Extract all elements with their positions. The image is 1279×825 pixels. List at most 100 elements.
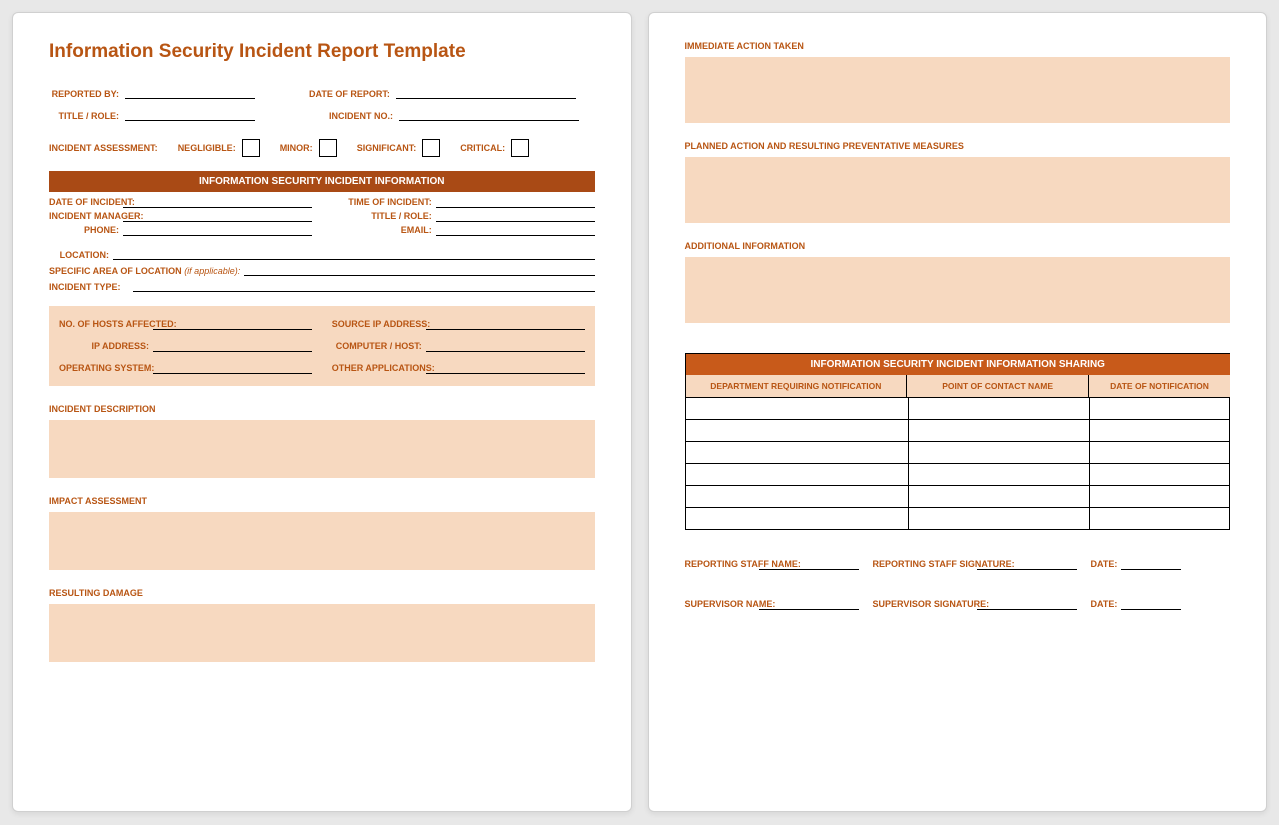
time-of-incident-label: TIME OF INCIDENT: (332, 198, 432, 208)
phone-input[interactable] (123, 224, 312, 236)
table-cell[interactable] (909, 486, 1091, 508)
hosts-affected-input[interactable] (153, 318, 312, 330)
incident-description-box[interactable] (49, 420, 595, 478)
assessment-critical: CRITICAL: (460, 139, 529, 157)
date-of-incident-input[interactable] (123, 196, 312, 208)
os-input[interactable] (153, 362, 312, 374)
date-of-report-label: DATE OF REPORT: (309, 89, 390, 99)
specific-area-input[interactable] (244, 264, 594, 276)
resulting-damage-box[interactable] (49, 604, 595, 662)
date-input-1[interactable] (1121, 558, 1181, 570)
ip-address-input[interactable] (153, 340, 312, 352)
table-cell[interactable] (909, 398, 1091, 420)
col-date: DATE OF NOTIFICATION (1089, 375, 1230, 398)
reported-by-label: REPORTED BY: (49, 89, 119, 99)
reporting-sig-input[interactable] (977, 558, 1077, 570)
table-cell[interactable] (1090, 442, 1230, 464)
document-title: Information Security Incident Report Tem… (49, 41, 595, 63)
immediate-action-box[interactable] (685, 57, 1231, 123)
incident-no-input[interactable] (399, 109, 579, 121)
time-of-incident-input[interactable] (436, 196, 595, 208)
table-cell[interactable] (909, 420, 1091, 442)
phone-label: PHONE: (49, 226, 119, 236)
table-cell[interactable] (1090, 398, 1230, 420)
sharing-col-headers: DEPARTMENT REQUIRING NOTIFICATION POINT … (686, 375, 1231, 398)
table-cell[interactable] (686, 486, 909, 508)
additional-info-label: ADDITIONAL INFORMATION (685, 241, 1231, 251)
reported-by-input[interactable] (125, 87, 255, 99)
specific-area-label: SPECIFIC AREA OF LOCATION (if applicable… (49, 266, 240, 276)
computer-host-label: COMPUTER / HOST: (332, 342, 422, 352)
checkbox-critical[interactable] (511, 139, 529, 157)
sharing-bar: INFORMATION SECURITY INCIDENT INFORMATIO… (686, 354, 1231, 375)
source-ip-label: SOURCE IP ADDRESS: (332, 320, 422, 330)
table-cell[interactable] (909, 464, 1091, 486)
table-row (686, 442, 1231, 464)
table-cell[interactable] (686, 398, 909, 420)
sharing-table: INFORMATION SECURITY INCIDENT INFORMATIO… (685, 353, 1231, 530)
supervisor-name-input[interactable] (759, 598, 859, 610)
table-cell[interactable] (1090, 486, 1230, 508)
location-label: LOCATION: (49, 250, 109, 260)
title-role-input-2[interactable] (436, 210, 595, 222)
impact-assessment-label: IMPACT ASSESSMENT (49, 496, 595, 506)
col-department: DEPARTMENT REQUIRING NOTIFICATION (686, 375, 908, 398)
computer-host-input[interactable] (426, 340, 585, 352)
incident-type-input[interactable] (133, 280, 595, 292)
table-cell[interactable] (1090, 420, 1230, 442)
tech-details-block: NO. OF HOSTS AFFECTED: SOURCE IP ADDRESS… (49, 306, 595, 386)
table-row (686, 464, 1231, 486)
reporting-sig-label: REPORTING STAFF SIGNATURE: (873, 560, 973, 570)
page-1: Information Security Incident Report Tem… (12, 12, 632, 812)
hosts-affected-label: NO. OF HOSTS AFFECTED: (59, 320, 149, 330)
planned-action-box[interactable] (685, 157, 1231, 223)
date-of-incident-label: DATE OF INCIDENT: (49, 198, 119, 208)
title-role-label-2: TITLE / ROLE: (332, 212, 432, 222)
col-contact: POINT OF CONTACT NAME (907, 375, 1089, 398)
supervisor-sig-input[interactable] (977, 598, 1077, 610)
email-label: EMAIL: (332, 226, 432, 236)
incident-no-label: INCIDENT NO.: (309, 111, 393, 121)
reporting-name-label: REPORTING STAFF NAME: (685, 560, 755, 570)
date-of-report-input[interactable] (396, 87, 576, 99)
date-label-2: DATE: (1091, 600, 1118, 610)
table-cell[interactable] (1090, 508, 1230, 530)
header-row-2: TITLE / ROLE: INCIDENT NO.: (49, 109, 595, 121)
resulting-damage-label: RESULTING DAMAGE (49, 588, 595, 598)
table-row (686, 398, 1231, 420)
location-input[interactable] (113, 248, 595, 260)
other-apps-input[interactable] (426, 362, 585, 374)
incident-manager-input[interactable] (123, 210, 312, 222)
title-role-input[interactable] (125, 109, 255, 121)
table-cell[interactable] (1090, 464, 1230, 486)
table-cell[interactable] (686, 464, 909, 486)
email-input[interactable] (436, 224, 595, 236)
checkbox-minor[interactable] (319, 139, 337, 157)
table-cell[interactable] (909, 442, 1091, 464)
reporting-name-input[interactable] (759, 558, 859, 570)
table-cell[interactable] (909, 508, 1091, 530)
immediate-action-label: IMMEDIATE ACTION TAKEN (685, 41, 1231, 51)
assessment-row: INCIDENT ASSESSMENT: NEGLIGIBLE: MINOR: … (49, 139, 595, 157)
table-cell[interactable] (686, 442, 909, 464)
table-row (686, 420, 1231, 442)
table-row (686, 486, 1231, 508)
date-input-2[interactable] (1121, 598, 1181, 610)
other-apps-label: OTHER APPLICATIONS: (332, 364, 422, 374)
incident-type-label: INCIDENT TYPE: (49, 282, 129, 292)
additional-info-box[interactable] (685, 257, 1231, 323)
checkbox-negligible[interactable] (242, 139, 260, 157)
assessment-minor: MINOR: (280, 139, 337, 157)
source-ip-input[interactable] (426, 318, 585, 330)
table-cell[interactable] (686, 508, 909, 530)
title-role-label: TITLE / ROLE: (49, 111, 119, 121)
ip-address-label: IP ADDRESS: (59, 342, 149, 352)
page-2: IMMEDIATE ACTION TAKEN PLANNED ACTION AN… (648, 12, 1268, 812)
table-cell[interactable] (686, 420, 909, 442)
date-label-1: DATE: (1091, 560, 1118, 570)
supervisor-sig-label: SUPERVISOR SIGNATURE: (873, 600, 973, 610)
impact-assessment-box[interactable] (49, 512, 595, 570)
checkbox-significant[interactable] (422, 139, 440, 157)
os-label: OPERATING SYSTEM: (59, 364, 149, 374)
header-row-1: REPORTED BY: DATE OF REPORT: (49, 87, 595, 99)
